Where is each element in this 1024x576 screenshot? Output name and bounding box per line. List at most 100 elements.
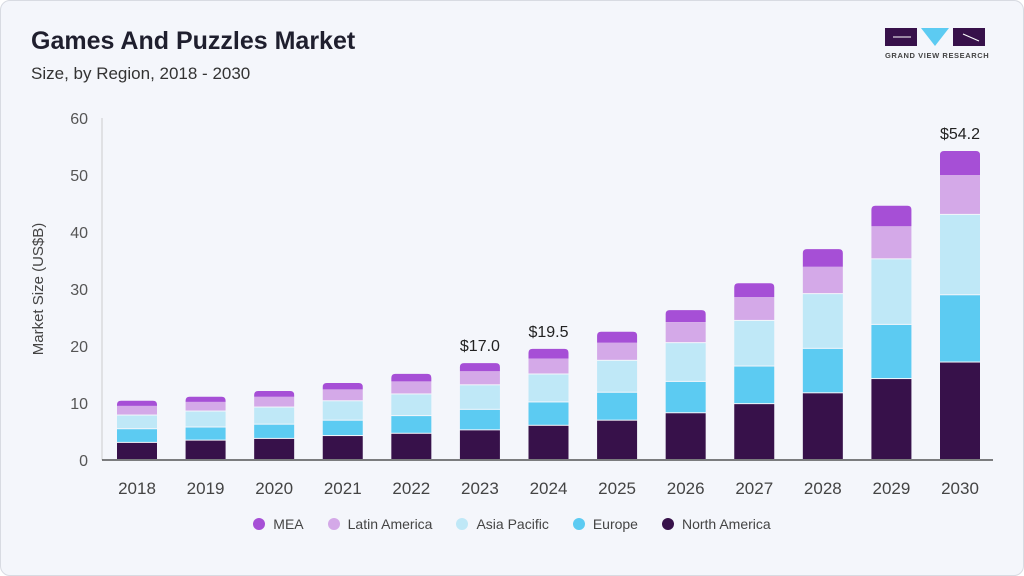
data-label: $19.5 <box>528 324 568 341</box>
bar-segment-mea <box>459 363 500 372</box>
bar-segment-europe <box>459 409 500 430</box>
bar-segment-north-america <box>940 362 980 459</box>
legend-label: North America <box>681 516 771 532</box>
bar-segment-asia-pacific <box>117 415 157 429</box>
bar-segment-asia-pacific <box>940 214 980 295</box>
data-label: $17.0 <box>460 338 500 355</box>
bar-segment-latin-america <box>391 381 432 394</box>
bar-segment-latin-america <box>459 371 500 385</box>
x-tick-label: 2023 <box>461 479 499 498</box>
bar-segment-europe <box>665 381 706 413</box>
legend-label: Latin America <box>347 516 433 532</box>
bar-segment-latin-america <box>802 266 843 294</box>
bar-segment-latin-america <box>665 322 706 343</box>
legend-dot-icon <box>253 518 266 530</box>
bar-segment-mea <box>185 396 226 402</box>
bar-segment-north-america <box>185 440 226 459</box>
bar-segment-europe <box>871 324 912 379</box>
bar-segment-north-america <box>871 379 912 459</box>
y-tick-label: 40 <box>70 225 88 242</box>
bar-segment-europe <box>528 402 569 425</box>
x-tick-label: 2025 <box>598 479 636 498</box>
bar-segment-north-america <box>734 404 775 459</box>
bar-segment-latin-america <box>322 389 363 401</box>
x-tick-label: 2020 <box>255 479 293 498</box>
x-tick-label: 2028 <box>804 479 842 498</box>
x-tick-label: 2018 <box>118 479 156 498</box>
x-tick-label: 2022 <box>392 479 430 498</box>
bar-segment-mea <box>254 391 295 397</box>
y-tick-label: 10 <box>70 396 88 413</box>
bar-segment-asia-pacific <box>322 401 363 420</box>
bar-segment-europe <box>940 295 980 362</box>
logo-text: GRAND VIEW RESEARCH <box>885 51 990 60</box>
y-tick-label: 0 <box>79 453 88 470</box>
bar-segment-mea <box>871 205 912 227</box>
bar-segment-asia-pacific <box>734 320 775 366</box>
bar-segment-mea <box>391 373 432 382</box>
legend-dot-icon <box>661 518 674 530</box>
bar-segment-mea <box>665 310 706 323</box>
y-tick-label: 30 <box>70 282 88 299</box>
y-axis-label: Market Size (US$B) <box>30 223 47 356</box>
bar-segment-north-america <box>254 438 295 459</box>
x-tick-label: 2029 <box>873 479 911 498</box>
bar-segment-europe <box>254 424 295 438</box>
legend-item: Europe <box>572 516 638 532</box>
chart-subtitle: Size, by Region, 2018 - 2030 <box>31 64 251 83</box>
x-tick-label: 2027 <box>735 479 773 498</box>
bar-segment-latin-america <box>734 296 775 320</box>
x-tick-label: 2021 <box>324 479 362 498</box>
bar-segment-asia-pacific <box>802 294 843 348</box>
bar-segment-latin-america <box>117 405 157 415</box>
bar-segment-asia-pacific <box>871 259 912 324</box>
bar-segment-europe <box>802 348 843 393</box>
bar-segment-mea <box>117 400 157 406</box>
legend: MEA Latin America Asia Pacific Europe North … <box>0 516 1024 532</box>
legend-dot-icon <box>327 518 340 530</box>
bar-segment-europe <box>322 420 363 436</box>
bar-segment-europe <box>391 416 432 433</box>
bar-segment-europe <box>597 392 638 420</box>
bar-segment-north-america <box>802 393 843 459</box>
bar-segment-mea <box>940 151 980 175</box>
legend-label: Europe <box>592 516 638 532</box>
y-tick-label: 50 <box>70 168 88 185</box>
bar-segment-north-america <box>391 433 432 459</box>
chart-title: Games And Puzzles Market <box>31 27 356 55</box>
x-tick-label: 2030 <box>941 479 979 498</box>
bar-segment-north-america <box>528 425 569 459</box>
bar-segment-europe <box>185 427 226 440</box>
bar-segment-north-america <box>597 420 638 459</box>
bar-segment-europe <box>734 366 775 404</box>
legend-label: Asia Pacific <box>476 516 549 532</box>
data-label: $54.2 <box>940 126 980 143</box>
legend-label: MEA <box>273 516 304 532</box>
y-tick-label: 60 <box>70 111 88 128</box>
bar-segment-europe <box>117 429 157 442</box>
legend-item: North America <box>661 516 771 532</box>
bar-segment-latin-america <box>597 342 638 360</box>
bar-segment-north-america <box>322 436 363 459</box>
bar-segment-asia-pacific <box>665 343 706 381</box>
legend-item: Latin America <box>327 516 433 532</box>
x-tick-label: 2019 <box>187 479 225 498</box>
bar-segment-asia-pacific <box>254 407 295 424</box>
bar-segment-north-america <box>459 430 500 459</box>
grand-view-research-logo <box>885 28 985 46</box>
bar-segment-mea <box>597 331 638 343</box>
bar-segment-latin-america <box>871 226 912 259</box>
x-tick-label: 2026 <box>667 479 705 498</box>
bar-segment-mea <box>528 348 569 359</box>
x-tick-label: 2024 <box>530 479 568 498</box>
bar-segment-mea <box>322 383 363 390</box>
bar-segment-asia-pacific <box>528 374 569 402</box>
bar-segment-latin-america <box>185 401 226 411</box>
legend-item: MEA <box>253 516 304 532</box>
legend-dot-icon <box>572 518 585 530</box>
legend-item: Asia Pacific <box>456 516 549 532</box>
legend-dot-icon <box>456 518 469 530</box>
bar-segment-latin-america <box>940 175 980 214</box>
